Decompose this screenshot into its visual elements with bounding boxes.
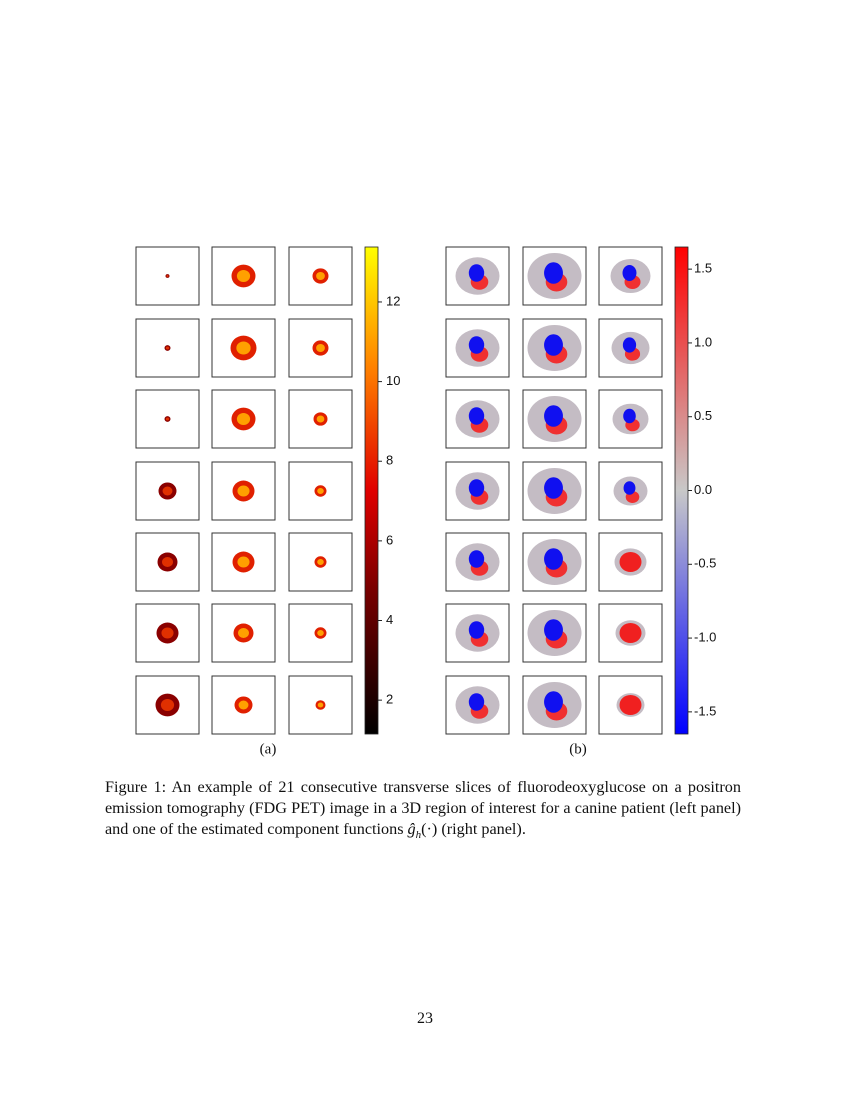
colorbar-tick-label: 8 [386,453,393,468]
slice-blob-core [165,346,170,350]
slice-blob-core [238,700,249,710]
slice-frame [288,461,353,521]
colorbar-tick-label: 10 [386,373,400,388]
slice-blob-blue [622,265,637,281]
slice-frame [598,246,663,306]
colorbar-tick-label: -0.5 [694,556,716,571]
slice-blob-core [619,623,642,643]
slice-blob-blue [544,691,563,713]
slice-blob-core [619,552,642,572]
page-number: 23 [417,1010,433,1027]
slice-blob-core [619,695,642,715]
slice-frame [598,461,663,521]
colorbar-tick-label: 1.5 [694,261,712,276]
slice-blob-core [238,628,249,638]
slice-blob-blue [468,693,485,711]
slice-blob-core [165,417,170,421]
caption-text: Figure 1: An example of 21 consecutive t… [105,778,741,838]
colorbar-tick-label: -1.0 [694,630,716,645]
slice-blob-core [317,488,324,494]
slice-frame [598,389,663,449]
colorbar-tick-label: -1.5 [694,703,716,718]
slice-blob-core [162,557,173,567]
colorbar-tick-label: 6 [386,532,393,547]
colorbar-tick-label: 1.0 [694,334,712,349]
slice-blob-blue [544,548,563,570]
colorbar-tick-label: 0.0 [694,482,712,497]
slice-blob-blue [468,336,485,354]
caption-text: (right panel). [437,820,526,838]
caption-math-arg: (·) [421,820,438,838]
figure-caption: Figure 1: An example of 21 consecutive t… [105,777,741,846]
caption-math-sub: h [415,829,422,842]
slice-blob-blue [544,477,563,499]
subfigure-label: (a) [260,741,277,757]
slice-blob-blue [468,550,485,568]
slice-blob-core [236,341,251,355]
slice-frame [211,246,276,306]
slice-blob-core [160,699,175,711]
slice-blob-core [316,344,325,352]
colorbar-tick-label: 12 [386,293,400,308]
slice-blob-core [236,413,251,425]
figure: (a) (b) 2 4 6 8 10 12 1.5 1.0 0.5 0.0 -0.5 -1.0 -1.5 [135,246,716,757]
colorbar-tick-label: 0.5 [694,408,712,423]
colorbar [674,246,689,735]
slice-blob-blue [468,621,485,639]
slice-frame [288,532,353,592]
caption-math: ĝ [407,820,416,838]
slice-blob-blue [623,481,636,495]
slice-blob-core [317,702,324,708]
slice-blob-core [237,556,250,568]
colorbar-tick-label: 4 [386,612,393,627]
slice-blob-core [317,630,324,636]
slice-blob-blue [468,264,485,282]
slice-blob-blue [468,407,485,425]
slice-blob-core [161,627,174,639]
slice-blob-blue [544,405,563,427]
slice-blob-blue [622,337,637,353]
slice-blob-blue [544,334,563,356]
slice-blob-core [236,270,251,282]
slice-blob-core [162,486,173,496]
slice-blob-core [166,275,169,277]
colorbar-tick-label: 2 [386,692,393,707]
colorbar [364,246,379,735]
slice-blob-blue [468,479,485,497]
slice-blob-blue [544,619,563,641]
slice-blob-blue [544,262,563,284]
slice-blob-core [316,415,325,423]
subfigure-label: (b) [569,741,587,757]
slice-blob-core [237,485,250,497]
slice-blob-core [317,559,324,565]
slice-blob-blue [623,408,636,424]
slice-blob-core [316,272,325,280]
